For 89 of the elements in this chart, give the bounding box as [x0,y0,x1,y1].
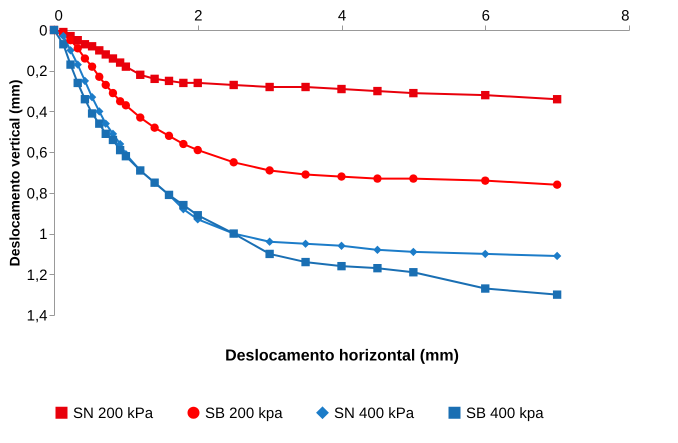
point [80,54,90,63]
point [337,242,346,250]
y-tick-label: 0 [39,22,48,40]
point [80,40,90,48]
point [95,72,104,81]
point [409,174,418,183]
point [80,95,90,104]
point [373,174,382,183]
point [95,107,104,116]
point [301,258,310,266]
point [66,46,75,55]
point [301,240,310,248]
point [373,264,382,272]
legend-label: SN 400 kPa [334,404,415,422]
point [301,170,310,179]
point [337,84,346,94]
y-tick-label: 0,4 [26,104,48,121]
point [179,200,188,210]
point [552,180,562,189]
point [337,172,346,181]
point [74,44,82,52]
point [108,136,118,144]
point [102,130,110,138]
point [150,124,159,132]
point [409,248,418,256]
point [88,42,96,50]
point [265,238,274,246]
point [230,80,238,90]
point [409,88,418,98]
point [136,70,144,79]
x-tick-label: 0 [54,8,63,24]
point [122,62,130,71]
point [373,86,382,96]
x-tick-label: 6 [482,8,490,24]
y-tick-label: 1 [39,226,48,244]
point [150,74,159,84]
point [122,101,130,110]
point [481,250,490,258]
point [230,158,238,166]
point [88,62,96,71]
point [136,113,144,122]
point [164,132,174,140]
point [108,88,118,98]
point [95,119,104,128]
y-tick-label: 1,2 [26,266,48,284]
point [59,40,68,48]
y-tick-label: 0,8 [26,185,48,202]
point [179,78,188,88]
x-tick-label: 8 [621,8,630,24]
point [164,76,174,86]
point [102,119,110,128]
point [194,146,202,154]
point [116,97,124,106]
legend-label: SN 200 kPa [73,404,154,422]
point [265,82,274,92]
x-tick-label: 2 [194,8,202,24]
point [80,76,90,86]
point [481,284,490,293]
y-axis-title: Deslocamento vertical (mm) [6,80,23,266]
point [552,290,562,299]
x-axis-title: Deslocamento horizontal (mm) [225,348,459,364]
y-tick-label: 1,4 [26,308,48,324]
point [409,268,418,276]
point [88,92,96,102]
point [301,82,310,92]
point [74,60,82,69]
point [373,246,382,254]
point [74,78,82,88]
legend-label: SB 200 kpa [205,404,284,422]
point [74,36,82,44]
legend-label: SB 400 kpa [466,404,544,422]
x-tick-label: 4 [338,8,346,24]
point [66,36,75,44]
point [337,262,346,270]
point [552,252,562,260]
point [481,176,490,185]
point [102,80,110,90]
point [194,211,202,220]
point [481,90,490,100]
point [194,78,202,88]
point [88,109,96,118]
y-tick-label: 0,2 [26,63,48,80]
point [179,140,188,148]
point [102,50,110,59]
point [265,250,274,258]
point [66,60,75,69]
point [265,166,274,175]
point [552,95,562,104]
y-tick-label: 0,6 [26,144,48,162]
